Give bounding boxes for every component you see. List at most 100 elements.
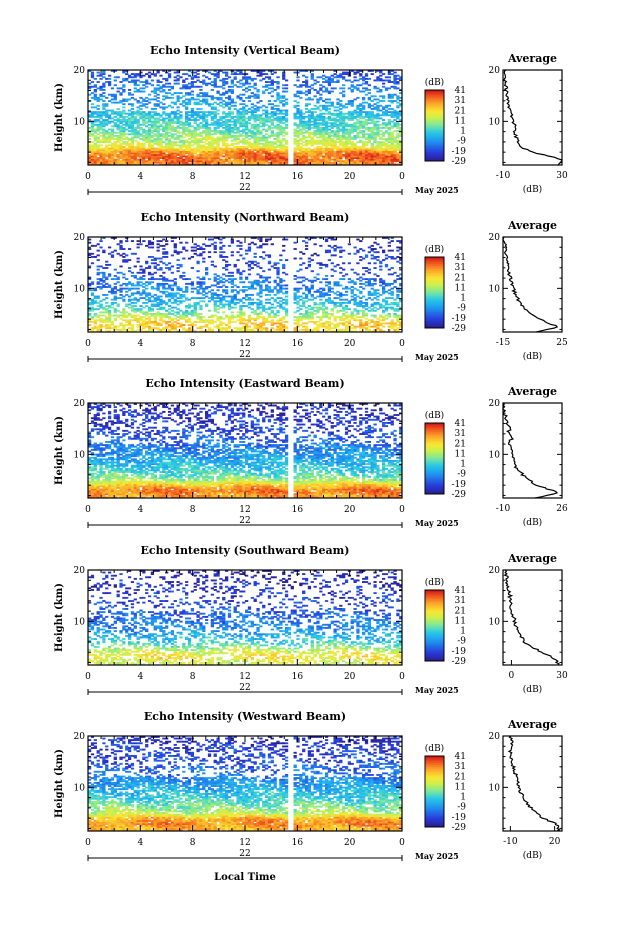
heatmap-cell xyxy=(207,77,212,80)
heatmap-cell xyxy=(230,128,234,131)
heatmap-cell xyxy=(136,142,140,145)
heatmap-cell xyxy=(347,319,352,322)
heatmap-cell xyxy=(193,320,197,323)
heatmap-cell xyxy=(153,316,157,319)
heatmap-cell xyxy=(202,150,206,153)
heatmap-cell xyxy=(267,313,272,315)
heatmap-cell xyxy=(279,328,283,331)
heatmap-cell xyxy=(227,76,232,79)
heatmap-cell xyxy=(96,316,100,319)
heatmap-cell xyxy=(153,141,157,144)
heatmap-cell xyxy=(390,319,394,322)
heatmap-cell xyxy=(344,144,349,147)
heatmap-cell xyxy=(205,98,209,101)
heatmap-cell xyxy=(133,87,137,90)
heatmap-cell xyxy=(88,133,92,136)
heatmap-cell xyxy=(376,322,380,325)
heatmap-cell xyxy=(185,328,189,331)
heatmap-cell xyxy=(173,155,177,158)
heatmap-cell xyxy=(359,139,363,142)
heatmap-cell xyxy=(122,103,126,106)
heatmap-cell xyxy=(213,314,217,317)
heatmap-cell xyxy=(322,157,326,159)
heatmap-cell xyxy=(279,131,283,134)
heatmap-cell xyxy=(390,161,394,164)
heatmap-cell xyxy=(399,160,403,163)
heatmap-cell xyxy=(145,320,149,323)
heatmap-cell xyxy=(93,322,97,325)
heatmap-cell xyxy=(205,157,209,159)
heatmap-cell xyxy=(193,138,197,140)
heatmap-cell xyxy=(125,141,129,144)
heatmap-cell xyxy=(110,152,115,155)
heatmap-cell xyxy=(299,324,303,326)
heatmap-cell xyxy=(396,96,400,99)
heatmap-cell xyxy=(347,133,352,136)
heatmap-cell xyxy=(167,119,172,121)
heatmap-cell xyxy=(319,123,323,126)
heatmap-cell xyxy=(102,89,106,91)
heatmap-cell xyxy=(145,317,149,320)
heatmap-cell xyxy=(105,111,109,114)
heatmap-cell xyxy=(359,320,363,323)
heatmap-cell xyxy=(376,141,380,144)
heatmap-cell xyxy=(293,152,297,155)
heatmap-cell xyxy=(105,152,109,155)
heatmap-cell xyxy=(182,153,186,156)
heatmap-cell xyxy=(216,152,220,155)
heatmap-cell xyxy=(93,93,97,96)
heatmap-cell xyxy=(113,319,117,322)
heatmap-cell xyxy=(316,308,320,311)
heatmap-cell xyxy=(167,150,172,153)
heatmap-cell xyxy=(233,327,237,330)
heatmap-cell xyxy=(364,89,369,91)
heatmap-cell xyxy=(316,158,320,161)
heatmap-cell xyxy=(344,160,349,163)
heatmap-cell xyxy=(250,123,254,126)
heatmap-cell xyxy=(153,150,157,153)
heatmap-cell xyxy=(147,313,152,315)
heatmap-cell xyxy=(384,127,389,129)
heatmap-cell xyxy=(296,136,300,139)
heatmap-cell xyxy=(245,125,249,128)
heatmap-cell xyxy=(142,153,146,156)
heatmap-cell xyxy=(307,125,312,128)
heatmap-cell xyxy=(125,98,129,101)
heatmap-cell xyxy=(270,119,274,121)
heatmap-cell xyxy=(299,313,303,315)
heatmap-cell xyxy=(347,100,352,102)
heatmap-cell xyxy=(93,142,97,145)
heatmap-cell xyxy=(370,146,374,148)
heatmap-cell xyxy=(88,314,92,317)
heatmap-cell xyxy=(262,147,266,150)
heatmap-cell xyxy=(356,104,360,107)
heatmap-cell xyxy=(185,87,189,90)
heatmap-cell xyxy=(90,141,95,144)
heatmap-cell xyxy=(327,139,332,142)
heatmap-cell xyxy=(176,134,180,137)
heatmap-cell xyxy=(304,84,309,87)
heatmap-cell xyxy=(350,316,354,319)
heatmap-cell xyxy=(159,330,163,333)
heatmap-cell xyxy=(264,133,269,136)
heatmap-cell xyxy=(93,96,97,99)
heatmap-cell xyxy=(173,317,177,320)
heatmap-cell xyxy=(364,127,369,129)
heatmap-cell xyxy=(382,311,386,314)
heatmap-cell xyxy=(276,120,280,123)
heatmap-cell xyxy=(107,163,112,166)
heatmap-cell xyxy=(88,157,92,159)
heatmap-cell xyxy=(199,138,203,140)
heatmap-cell xyxy=(313,160,317,163)
heatmap-cell xyxy=(307,160,312,163)
heatmap-cell xyxy=(256,117,260,120)
heatmap-cell xyxy=(182,104,186,107)
heatmap-cell xyxy=(236,328,240,331)
heatmap-cell xyxy=(370,308,374,311)
heatmap-cell xyxy=(113,141,117,144)
heatmap-cell xyxy=(242,120,246,123)
heatmap-cell xyxy=(145,161,149,164)
heatmap-cell xyxy=(116,163,120,166)
colorbar-segment xyxy=(425,125,444,128)
heatmap-cell xyxy=(99,306,103,309)
